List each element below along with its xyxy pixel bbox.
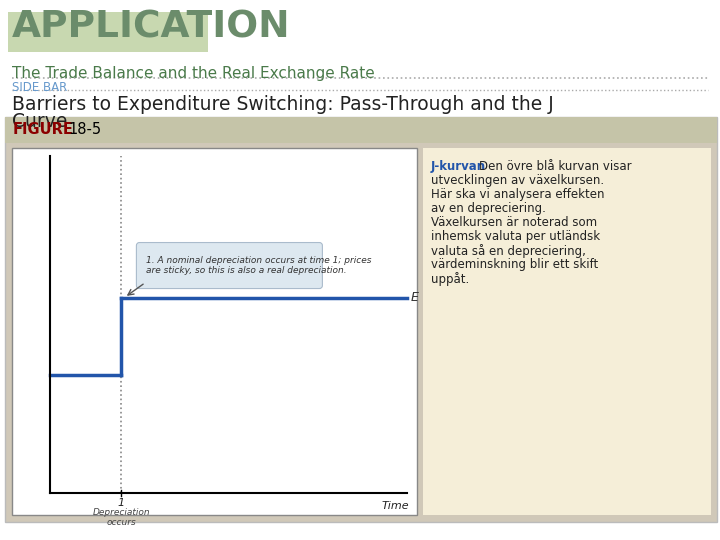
Text: valuta så en depreciering,: valuta så en depreciering,: [431, 244, 586, 258]
Text: Barriers to Expenditure Switching: Pass-Through and the J: Barriers to Expenditure Switching: Pass-…: [12, 95, 554, 114]
FancyBboxPatch shape: [136, 242, 323, 288]
FancyBboxPatch shape: [423, 148, 711, 515]
Text: inhemsk valuta per utländsk: inhemsk valuta per utländsk: [431, 230, 600, 243]
Text: APPLICATION: APPLICATION: [12, 10, 291, 46]
Text: The Trade Balance and the Real Exchange Rate: The Trade Balance and the Real Exchange …: [12, 66, 374, 81]
Text: 1. A nominal depreciation occurs at time 1; prices
are sticky, so this is also a: 1. A nominal depreciation occurs at time…: [146, 256, 372, 275]
Text: FIGURE: FIGURE: [13, 123, 74, 138]
Text: SIDE BAR: SIDE BAR: [12, 81, 67, 94]
Text: 18-5: 18-5: [68, 123, 101, 138]
Text: uppåt.: uppåt.: [431, 272, 469, 286]
Text: Här ska vi analysera effekten: Här ska vi analysera effekten: [431, 188, 605, 201]
Text: J-kurvan: J-kurvan: [431, 160, 486, 173]
Text: Depreciation
occurs: Depreciation occurs: [93, 508, 150, 528]
FancyBboxPatch shape: [5, 117, 717, 522]
FancyBboxPatch shape: [12, 148, 417, 515]
Text: utvecklingen av växelkursen.: utvecklingen av växelkursen.: [431, 174, 604, 187]
Text: Curve: Curve: [12, 112, 68, 131]
Text: värdeminskning blir ett skift: värdeminskning blir ett skift: [431, 258, 598, 271]
Text: Time: Time: [382, 501, 409, 511]
Text: Växelkursen är noterad som: Växelkursen är noterad som: [431, 216, 597, 229]
FancyBboxPatch shape: [8, 12, 208, 52]
Text: E: E: [411, 291, 419, 304]
FancyBboxPatch shape: [5, 117, 717, 143]
Text: av en depreciering.: av en depreciering.: [431, 202, 546, 215]
Text: Den övre blå kurvan visar: Den övre blå kurvan visar: [479, 160, 631, 173]
Text: 1: 1: [118, 498, 125, 508]
